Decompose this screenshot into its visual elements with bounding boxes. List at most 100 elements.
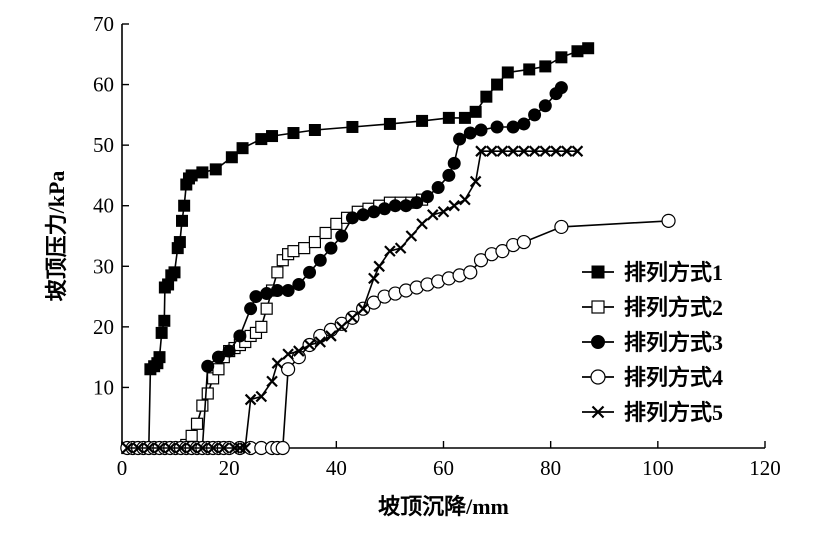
axes-layer: 0 20 40 60 80 100 120 10 20 30 40 50 60 70 [93,12,781,480]
series-4-point [366,295,381,310]
series-5-point [244,393,257,406]
series-1-point [178,199,191,212]
series-3-point [222,344,236,358]
series-5-point [373,260,385,273]
series-1-point [176,214,189,227]
series-3-point [313,253,327,267]
series-3-point [356,208,370,222]
series-4-point [516,234,531,250]
series-5-point [293,345,305,357]
series-3-point [442,168,456,182]
series-1-point [255,133,268,146]
series-3-point [517,117,531,131]
series-3-point [453,132,467,146]
legend-marker [591,405,605,419]
series-1-point [442,111,455,124]
series-1-point [458,111,471,124]
series-3-point [292,277,306,291]
series-5-point [485,145,498,157]
series-1-point [155,326,168,339]
series-5-point [469,175,482,188]
series-5-point [271,357,284,369]
series-5-point [357,302,369,315]
series-5-point [394,242,407,254]
series-1-point [469,105,482,118]
series-3-point [528,108,542,122]
series-2-point [185,429,198,442]
series-3-point [538,99,552,113]
series-4-point [275,440,290,456]
series-5-point [196,442,209,454]
series-3-point [367,205,381,219]
series-3-point [554,81,568,95]
series-1-point [158,314,171,327]
series-1-point [491,78,504,91]
series-2-point [255,320,268,333]
series-4-point [473,253,489,268]
x-tick-label: 60 [433,456,454,480]
x-tick-label: 40 [326,456,347,480]
series-1-point [209,163,222,176]
series-2-point [298,242,311,255]
series-2-point [271,266,284,279]
series-5-point [475,145,487,157]
series-1-point [582,42,595,55]
x-tick-label: 0 [117,456,128,480]
series-5-point [346,311,359,324]
series-5-point [218,442,230,454]
series-5-point [405,230,418,242]
series-4-point [495,244,510,259]
series-1-point [173,236,186,249]
series-3-point [490,120,504,134]
series-5-point [303,339,316,351]
x-tick-label: 120 [749,456,781,480]
series-4-line [127,220,669,449]
series-1-point [539,60,552,73]
series-5-point [207,442,219,454]
legend-marker [591,335,605,349]
series-5-point [335,321,348,333]
series-1-point [308,124,321,136]
series-5-point [560,145,573,157]
series-1-point [225,151,238,164]
series-2-point [196,399,209,412]
series-3-point [249,290,263,304]
series-3-point [260,287,274,301]
series-5-point [448,199,460,212]
y-tick-label: 20 [93,315,114,339]
series-4-point [463,265,478,280]
series-5-point [266,375,278,388]
series-1-point [168,266,181,279]
legend-item-3: 排列方式3 [582,330,723,355]
series-5-point [185,442,198,454]
series-5-point [496,145,509,157]
series-3-point [244,302,258,316]
series-5-point [121,442,134,454]
series-1-point [501,66,514,79]
series-4-point [334,316,349,331]
y-tick-label: 40 [93,194,114,218]
series-5-point [255,390,268,403]
series-3 [120,81,568,455]
series-2-point [260,302,273,315]
series-5-point [132,442,144,454]
series-3-point [447,156,461,170]
series-3-point [388,199,402,213]
series-3-point [410,196,424,210]
legend-label: 排列方式5 [624,400,723,425]
y-tick-label: 10 [93,375,114,399]
legend-marker [591,265,605,279]
series-5-point [459,193,471,206]
series-2-point [319,226,332,240]
y-tick-label: 70 [93,12,114,36]
series-1-point [236,142,249,155]
series-1-point [523,63,536,76]
series-5-point [507,145,519,157]
legend-label: 排列方式2 [624,295,723,320]
series-5-point [571,145,584,157]
series-2-point [190,417,204,430]
series-5-point [314,336,327,348]
x-tick-label: 100 [642,456,674,480]
series-5-point [143,442,155,454]
